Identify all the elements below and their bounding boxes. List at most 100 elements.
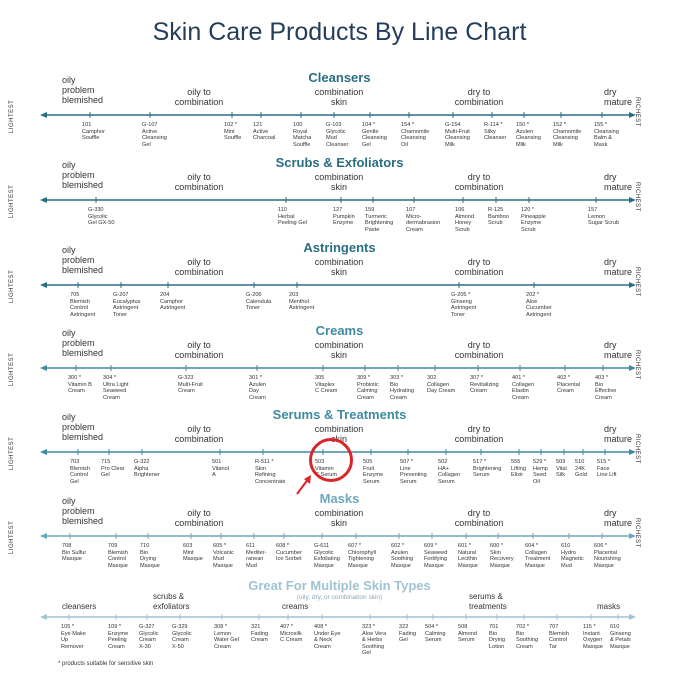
zone-label: dry mature (604, 508, 633, 528)
product-label: 508 Almond Serum (458, 624, 477, 644)
zone-label: dry mature (604, 424, 633, 444)
highlight-arrow-icon (296, 475, 311, 495)
product-label: 701 Bio Drying Lotion (489, 624, 506, 650)
product-label: R-511 * Skin Refining Concentrate (255, 459, 286, 485)
footnote: * products suitable for sensitive skin (58, 661, 154, 667)
zone-label: combination skin (314, 257, 364, 277)
product-label: 100 Royal Matcha Souffle (293, 122, 312, 148)
lightest-label: LIGHTEST (9, 352, 15, 386)
lightest-label: LIGHTEST (9, 269, 15, 303)
section-3: Creams oily problem blemished oily to comb… (0, 323, 679, 403)
zone-label: dry mature (604, 87, 633, 107)
product-label: 105 * Eye Make Up Remover (61, 624, 86, 650)
zone-label: oily to combination (174, 424, 224, 444)
section-0: Cleansers oily problem blemished oily to c… (0, 70, 679, 150)
product-label: G-207 Eucalyptus Astringent Toner (113, 292, 141, 318)
zone-label: oily to combination (174, 508, 224, 528)
product-label: 708 Bio Sulfur Masque (62, 543, 87, 563)
group-label: serums & treatments (469, 592, 507, 611)
product-label: 407 * Microsilk C Cream (280, 624, 303, 644)
zone-label: dry mature (604, 340, 633, 360)
lightest-label: LIGHTEST (9, 520, 15, 554)
section-5: Masks oily problem blemished oily to combi… (0, 491, 679, 571)
section-title: Scrubs & Exfoliators (275, 155, 404, 170)
axis-line (40, 614, 636, 620)
product-label: 402 * Placental Cream (557, 375, 581, 395)
product-label: 606 * Placental Nourishing Masque (594, 543, 621, 569)
group-label: masks (597, 602, 621, 611)
product-label: 600 * Skin Recovery Masque (490, 543, 514, 569)
product-label: 107 Micro- dermabrasion Cream (406, 207, 441, 233)
section-title: Great For Multiple Skin Types (248, 578, 431, 593)
product-label: 710 Bio Drying Masque (140, 543, 160, 569)
zone-label: dry to combination (454, 257, 504, 277)
section-title: Serums & Treatments (272, 407, 407, 422)
product-label: 121 Active Charcoal (253, 122, 276, 142)
product-label: 507 * Line Preventing Serum (400, 459, 427, 485)
axis-line (40, 197, 636, 203)
lightest-label: LIGHTEST (9, 99, 15, 133)
product-label: 155 * Cleansing Balm & Mask (594, 122, 619, 148)
zone-label: combination skin (314, 172, 364, 192)
product-label: 709 Blemish Control Masque (108, 543, 128, 569)
lightest-label: LIGHTEST (9, 184, 15, 218)
product-label: 408 * Under Eye & Neck Cream (314, 624, 341, 650)
product-label: 301 * Azulen Day Cream (249, 375, 267, 401)
product-label: 504 * Calming Serum (425, 624, 446, 644)
product-label: R-114 * Silky Cleanser (484, 122, 507, 142)
section-subtitle: (oily, dry, or combination skin) (296, 594, 383, 601)
product-label: 321 Fading Cream (251, 624, 269, 644)
zone-label: dry to combination (454, 340, 504, 360)
product-label: 120 * Pineapple Enzyme Scrub (521, 207, 546, 233)
product-label: 150 * Azulen Cleansing Milk (516, 122, 541, 148)
product-label: 323 * Aloe Vera & Herbs Soothing Gel (362, 624, 387, 657)
product-label: 602 * Azulen Soothing Masque (391, 543, 414, 569)
section-6: Great For Multiple Skin Types (oily, dry,… (0, 578, 679, 658)
product-label: 610 Ginseng & Petals Masque (610, 624, 631, 650)
product-label: 515 * Face Line Lift (597, 459, 617, 479)
section-1: Scrubs & Exfoliators oily problem blemish… (0, 155, 679, 235)
section-title: Masks (319, 491, 360, 506)
group-label: cleansers (62, 602, 97, 611)
zone-label: oily problem blemished (62, 412, 104, 442)
product-label: 502 HA+ Collagen Serum (438, 459, 461, 485)
product-label: G-103 Glycolic Mud Cleanser (326, 122, 349, 148)
zone-label: oily to combination (174, 257, 224, 277)
zone-label: oily problem blemished (62, 160, 104, 190)
lightest-label: LIGHTEST (9, 436, 15, 470)
product-label: G-611 Glycolic Exfoliating Masque (314, 543, 340, 569)
product-label: 106 Almond Honey Scrub (455, 207, 474, 233)
zone-label: oily to combination (174, 172, 224, 192)
product-label: 157 Lemon Sugar Scrub (588, 207, 620, 227)
zone-label: dry mature (604, 172, 633, 192)
section-title: Astringents (303, 240, 376, 255)
zone-label: oily problem blemished (62, 75, 104, 105)
axis-line (40, 365, 636, 371)
product-label: 300 * Vitamin B Cream (68, 375, 92, 395)
product-label: 705 Blemish Control Astringent (70, 292, 96, 318)
product-label: G-205 * Ginseng Astringent Toner (451, 292, 477, 318)
product-label: G-323 Multi-Fruit Cream (178, 375, 203, 395)
product-label: 517 * Brightening Serum (473, 459, 502, 479)
product-label: 608 * Cucumber Ice Sorbet (276, 543, 302, 563)
product-label: 604 * Collagen Treatment Masque (525, 543, 551, 569)
product-label: 322 Fading Gel (399, 624, 417, 644)
product-label: 510 24K Gold (575, 459, 587, 479)
zone-label: combination skin (314, 508, 364, 528)
product-label: 403 * Bio Effective Cream (595, 375, 617, 401)
product-label: 605 * Volcanic Mud Masque (213, 543, 234, 569)
product-label: 555 Lifting Elixir (511, 459, 526, 479)
product-label: 509 Vital Silk (556, 459, 567, 479)
product-label: 715 Pro Clear Gel (101, 459, 125, 479)
product-label: 703 Blemish Control Gel (70, 459, 90, 485)
product-label: 610 Hydro Magnetic Mud (561, 543, 584, 569)
product-label: 302 Collagen Day Cream (427, 375, 456, 395)
product-label: G-330 Glycolic Gel GX-50 (88, 207, 115, 227)
zone-label: combination skin (314, 87, 364, 107)
product-label: 707 Blemish Control Tar (549, 624, 569, 650)
product-label: 607 * Chlorophyll Tightening Masque (348, 543, 376, 569)
product-label: G-206 Calendula Toner (246, 292, 272, 312)
product-label: 204 Camphor Astringent (160, 292, 186, 312)
product-label: 505 Fruit Enzyme Serum (363, 459, 384, 485)
section-2: Astringents oily problem blemished oily to… (0, 240, 679, 320)
